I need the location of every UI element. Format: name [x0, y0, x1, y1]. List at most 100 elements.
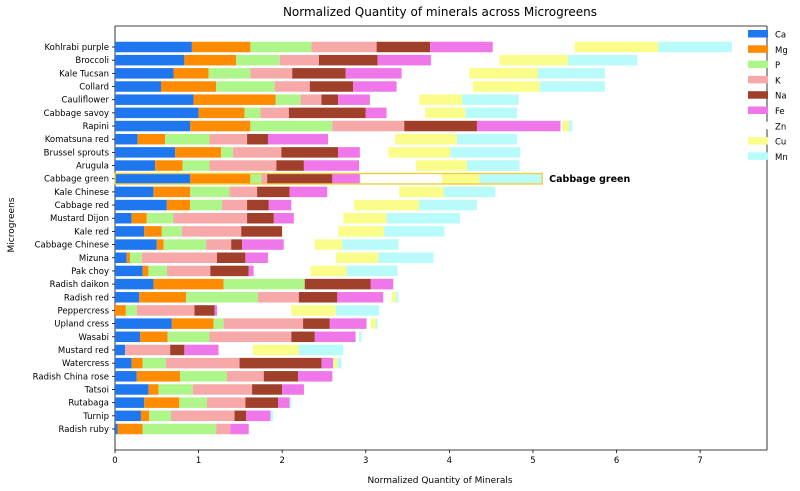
- bar-brussel-sprouts-mn: [450, 147, 521, 158]
- bar-kale-red-mg: [144, 226, 162, 237]
- bar-radish-red-p: [186, 292, 258, 303]
- bar-cabbage-green-p: [250, 173, 262, 184]
- y-tick-label-kohlrabi-purple: Kohlrabi purple: [44, 43, 109, 53]
- bar-cabbage-savoy-zn: [386, 107, 426, 119]
- bar-cabbage-green-mg: [190, 173, 251, 184]
- bar-radish-daikon-zn: [393, 278, 426, 290]
- bar-kohlrabi-purple-zn: [492, 41, 575, 53]
- bar-komatsuna-red-k: [209, 133, 248, 145]
- bar-brussel-sprouts-na: [281, 147, 339, 158]
- bar-kale-chinese-mn: [443, 186, 496, 198]
- bar-upland-cress-mg: [171, 318, 214, 329]
- bar-turnip-ca: [115, 410, 141, 422]
- legend-label-k: K: [775, 76, 781, 86]
- bar-arugula-ca: [115, 160, 156, 171]
- bar-upland-cress-zn: [366, 318, 371, 329]
- bar-cabbage-chinese-mg: [156, 239, 164, 250]
- bar-radish-daikon-ca: [115, 278, 154, 290]
- bar-cabbage-savoy-k: [260, 107, 289, 119]
- bar-peppercress-mg: [115, 305, 126, 316]
- bar-komatsuna-red-cu: [395, 133, 457, 145]
- bar-upland-cress-cu: [370, 318, 376, 329]
- y-tick-label-arugula: Arugula: [76, 162, 109, 172]
- bar-pak-choy-cu: [310, 265, 347, 277]
- bar-cauliflower-fe: [338, 94, 370, 105]
- bar-upland-cress-mn: [375, 318, 378, 329]
- legend-swatch-mg: [748, 45, 768, 53]
- bar-rutabaga-p: [179, 397, 207, 408]
- bar-cabbage-savoy-p: [244, 107, 261, 119]
- bar-cauliflower-zn: [369, 94, 420, 105]
- bar-rapini-ca: [115, 120, 191, 132]
- bar-kohlrabi-purple-mn: [658, 41, 732, 53]
- bar-kale-tucsan-fe: [345, 68, 402, 79]
- bar-radish-red-mg: [139, 292, 187, 303]
- bar-turnip-fe: [246, 410, 271, 422]
- bar-radish-china-rose-na: [263, 371, 299, 382]
- bar-kohlrabi-purple-fe: [430, 41, 493, 53]
- bar-collard-k: [274, 81, 310, 92]
- bar-mizuna-mn: [378, 252, 434, 264]
- bar-rapini-mg: [190, 120, 251, 132]
- bar-mustard-red-na: [170, 344, 185, 356]
- bar-peppercress-k: [136, 305, 195, 316]
- bar-radish-daikon-p: [223, 278, 305, 290]
- bar-arugula-fe: [303, 160, 360, 171]
- bar-cabbage-green-na: [267, 173, 333, 184]
- bar-mustard-dijon-mn: [386, 212, 461, 224]
- y-tick-label-kale-red: Kale red: [74, 227, 109, 237]
- bar-peppercress-zn: [216, 305, 292, 316]
- bar-cauliflower-mn: [461, 94, 519, 105]
- bar-cabbage-savoy-ca: [115, 107, 199, 119]
- bar-collard-cu: [472, 81, 540, 92]
- bar-brussel-sprouts-k: [232, 147, 282, 158]
- legend-label-mn: Mn: [775, 153, 788, 163]
- bar-kale-tucsan-zn: [401, 68, 470, 79]
- bar-mustard-red-fe: [184, 344, 219, 356]
- bar-pak-choy-na: [210, 265, 249, 277]
- bar-mizuna-ca: [115, 252, 127, 264]
- bar-pak-choy-p: [148, 265, 167, 277]
- bar-wasabi-p: [167, 331, 210, 343]
- bar-brussel-sprouts-ca: [115, 147, 176, 158]
- bar-kale-red-mn: [384, 226, 445, 237]
- bar-radish-china-rose-p: [180, 371, 228, 382]
- y-tick-label-tatsoi: Tatsoi: [84, 385, 109, 395]
- x-tick-label-4: 4: [447, 456, 452, 466]
- bar-radish-red-ca: [115, 292, 140, 303]
- legend-swatch-fe: [748, 106, 768, 114]
- legend-swatch-zn: [748, 121, 768, 130]
- legend-label-na: Na: [775, 92, 787, 102]
- bar-rutabaga-na: [245, 397, 278, 408]
- bar-rapini-na: [404, 120, 477, 132]
- y-tick-label-kale-tucsan: Kale Tucsan: [59, 69, 109, 79]
- y-tick-label-radish-red: Radish red: [64, 293, 109, 303]
- bar-radish-red-zn: [383, 292, 392, 303]
- y-axis-label: Microgreens: [7, 197, 17, 252]
- y-tick-label-brussel-sprouts: Brussel sprouts: [44, 148, 110, 158]
- bar-kale-chinese-zn: [327, 186, 400, 198]
- bar-kohlrabi-purple-mg: [191, 41, 251, 53]
- bar-kale-red-cu: [338, 226, 385, 237]
- bar-kale-tucsan-mg: [173, 68, 209, 79]
- legend-swatch-k: [748, 75, 768, 84]
- bar-upland-cress-ca: [115, 318, 172, 329]
- bar-kale-chinese-ca: [115, 186, 154, 198]
- bar-arugula-cu: [415, 160, 467, 171]
- bar-kale-tucsan-na: [292, 68, 346, 79]
- bar-cabbage-red-cu: [354, 199, 420, 211]
- bar-upland-cress-na: [303, 318, 330, 329]
- y-tick-label-collard: Collard: [79, 83, 109, 93]
- bar-cabbage-red-k: [221, 199, 248, 211]
- bar-mustard-red-k: [125, 344, 171, 356]
- bar-radish-ruby-k: [216, 423, 231, 435]
- bar-radish-ruby-p: [142, 423, 217, 435]
- y-tick-label-upland-cress: Upland cress: [54, 320, 109, 330]
- y-tick-label-wasabi: Wasabi: [79, 333, 109, 343]
- bar-cabbage-savoy-na: [288, 107, 366, 119]
- bar-mizuna-p: [130, 252, 142, 264]
- bar-radish-china-rose-k: [227, 371, 264, 382]
- bar-peppercress-p: [125, 305, 137, 316]
- bar-arugula-mg: [155, 160, 183, 171]
